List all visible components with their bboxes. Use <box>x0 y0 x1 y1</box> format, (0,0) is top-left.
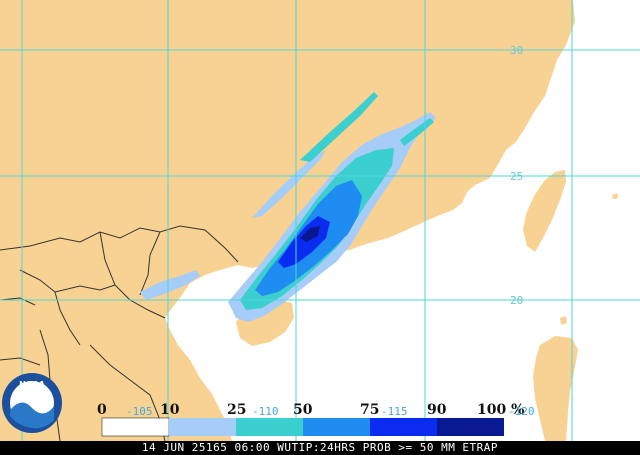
border-lines <box>0 225 239 442</box>
noaa-logo-text: NOAA <box>19 380 45 389</box>
legend-tick-0: 0 <box>97 402 107 418</box>
legend-color-bar <box>101 417 504 437</box>
lon-label-115: -115 <box>381 405 408 418</box>
mainland-landmass <box>0 0 575 441</box>
small-island <box>612 193 618 199</box>
legend-tick-90: 90 <box>427 402 447 418</box>
legend-tick-25: 25 <box>227 402 246 418</box>
noaa-logo: NOAA <box>2 373 62 433</box>
swath-10-25-west <box>140 270 200 300</box>
legend-tick-75: 75 <box>360 402 379 418</box>
lat-label-20: 20 <box>510 294 523 307</box>
lon-label-105: -105 <box>126 405 153 418</box>
legend-bin-90-100 <box>437 418 504 436</box>
legend-bin-75-90 <box>370 418 437 436</box>
lon-label-110: -110 <box>252 405 279 418</box>
legend-tick-100: 100 % <box>477 402 524 418</box>
swath-10-25-north <box>252 150 326 218</box>
taiwan-island <box>523 170 566 252</box>
legend-bin-0-10 <box>101 417 170 437</box>
swath-25-50-streak <box>300 92 378 162</box>
swath-90-100 <box>300 226 320 242</box>
luzon-island <box>533 336 578 441</box>
small-island <box>560 316 567 325</box>
caption-bar <box>0 441 640 455</box>
legend-tick-10: 10 <box>160 402 180 418</box>
rainfall-probability-swath <box>140 92 436 322</box>
legend-bin-25-50 <box>236 418 303 436</box>
legend-tick-50: 50 <box>293 402 313 418</box>
caption-text: 14 JUN 25165 06:00 WUTIP:24HRS PROB >= 5… <box>141 441 499 454</box>
lon-label-120: -120 <box>508 405 535 418</box>
legend-bin-10-25 <box>169 418 236 436</box>
lat-label-25: 25 <box>510 170 523 183</box>
lat-lon-grid <box>0 0 640 441</box>
lat-label-30: 30 <box>510 44 523 57</box>
legend-bin-50-75 <box>303 418 370 436</box>
